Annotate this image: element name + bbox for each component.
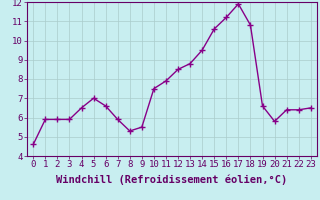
X-axis label: Windchill (Refroidissement éolien,°C): Windchill (Refroidissement éolien,°C) <box>56 175 288 185</box>
